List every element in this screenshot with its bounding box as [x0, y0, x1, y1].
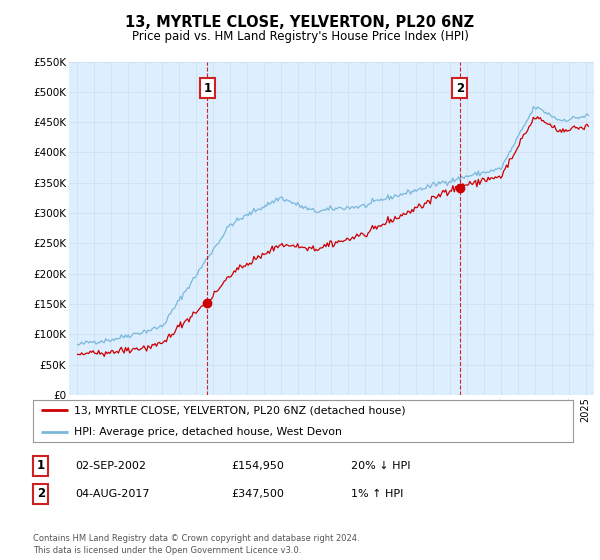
Text: 13, MYRTLE CLOSE, YELVERTON, PL20 6NZ: 13, MYRTLE CLOSE, YELVERTON, PL20 6NZ [125, 15, 475, 30]
Text: 1: 1 [37, 459, 45, 473]
Text: 04-AUG-2017: 04-AUG-2017 [75, 489, 149, 499]
Text: 1% ↑ HPI: 1% ↑ HPI [351, 489, 403, 499]
Text: 20% ↓ HPI: 20% ↓ HPI [351, 461, 410, 471]
Text: 02-SEP-2002: 02-SEP-2002 [75, 461, 146, 471]
Text: £154,950: £154,950 [231, 461, 284, 471]
Text: 2: 2 [456, 82, 464, 95]
Text: Price paid vs. HM Land Registry's House Price Index (HPI): Price paid vs. HM Land Registry's House … [131, 30, 469, 43]
Text: 13, MYRTLE CLOSE, YELVERTON, PL20 6NZ (detached house): 13, MYRTLE CLOSE, YELVERTON, PL20 6NZ (d… [74, 405, 405, 416]
Text: £347,500: £347,500 [231, 489, 284, 499]
Text: 2: 2 [37, 487, 45, 501]
Text: HPI: Average price, detached house, West Devon: HPI: Average price, detached house, West… [74, 427, 341, 437]
Text: Contains HM Land Registry data © Crown copyright and database right 2024.
This d: Contains HM Land Registry data © Crown c… [33, 534, 359, 555]
Text: 1: 1 [203, 82, 211, 95]
